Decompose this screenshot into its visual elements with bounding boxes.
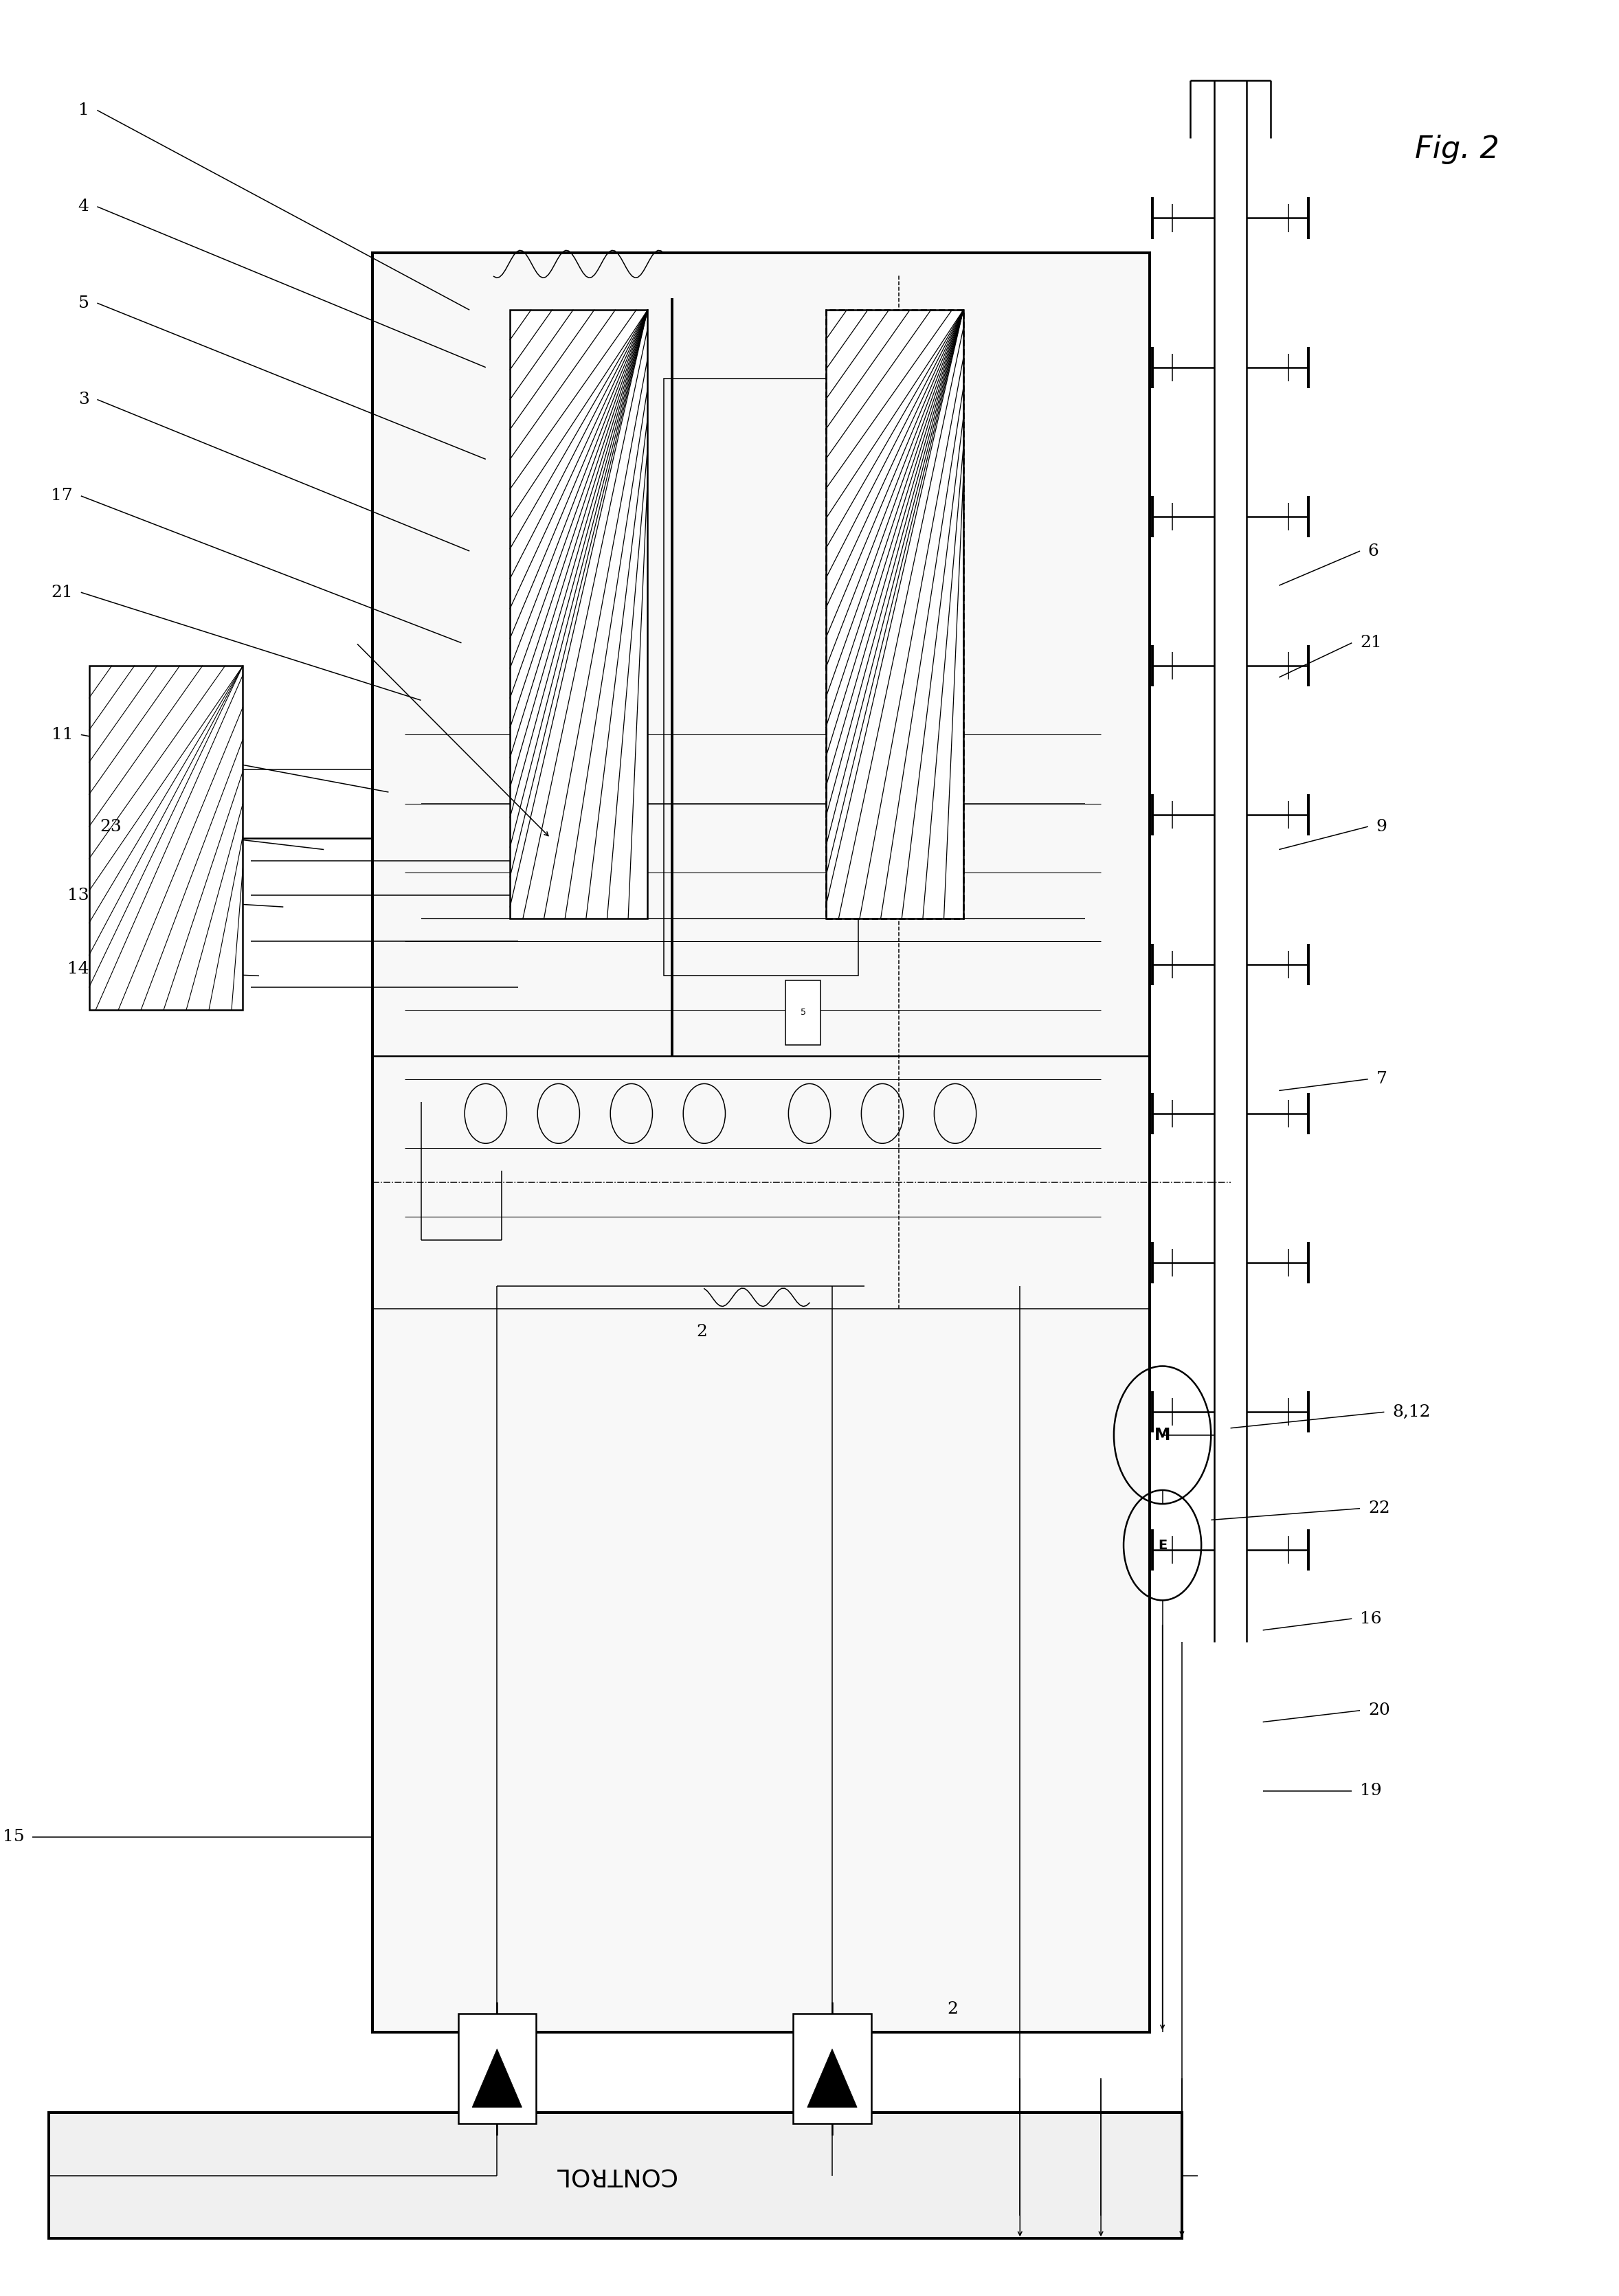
Bar: [785, 980, 821, 1045]
Text: 4: 4: [78, 200, 89, 214]
Text: 23: 23: [100, 820, 121, 833]
Text: 1: 1: [78, 103, 89, 117]
Bar: [372, 253, 1149, 2032]
Bar: [372, 253, 1149, 2032]
Text: 19: 19: [1360, 1784, 1381, 1798]
Text: 15: 15: [3, 1830, 24, 1844]
Text: 13: 13: [68, 889, 89, 902]
Bar: [89, 666, 243, 1010]
Text: 14: 14: [68, 962, 89, 976]
Text: 17: 17: [52, 489, 73, 503]
Text: 16: 16: [1360, 1612, 1381, 1626]
Bar: [49, 2112, 1182, 2239]
Text: 21: 21: [1360, 636, 1381, 650]
Bar: [664, 379, 858, 976]
Text: 20: 20: [1368, 1704, 1389, 1717]
Bar: [458, 2014, 536, 2124]
Text: 11: 11: [52, 728, 73, 742]
Text: 2: 2: [947, 2002, 958, 2016]
Text: 5: 5: [78, 296, 89, 310]
Text: 6: 6: [1368, 544, 1379, 558]
Bar: [49, 2112, 1182, 2239]
Bar: [826, 310, 963, 918]
Text: 7: 7: [1376, 1072, 1387, 1086]
Text: E: E: [1158, 1538, 1167, 1552]
Text: 8,12: 8,12: [1392, 1405, 1431, 1419]
Text: 5: 5: [800, 1008, 806, 1017]
Bar: [510, 310, 648, 918]
Polygon shape: [808, 2048, 856, 2108]
Bar: [826, 310, 963, 918]
Bar: [793, 2014, 871, 2124]
Text: 21: 21: [52, 585, 73, 599]
Text: Fig. 2: Fig. 2: [1415, 135, 1499, 163]
Text: M: M: [1154, 1426, 1171, 1444]
Text: 9: 9: [1376, 820, 1387, 833]
Text: 3: 3: [78, 393, 89, 406]
Text: 2: 2: [696, 1325, 708, 1339]
Text: 22: 22: [1368, 1502, 1389, 1515]
Text: CONTROL: CONTROL: [555, 2163, 675, 2188]
Polygon shape: [473, 2048, 521, 2108]
